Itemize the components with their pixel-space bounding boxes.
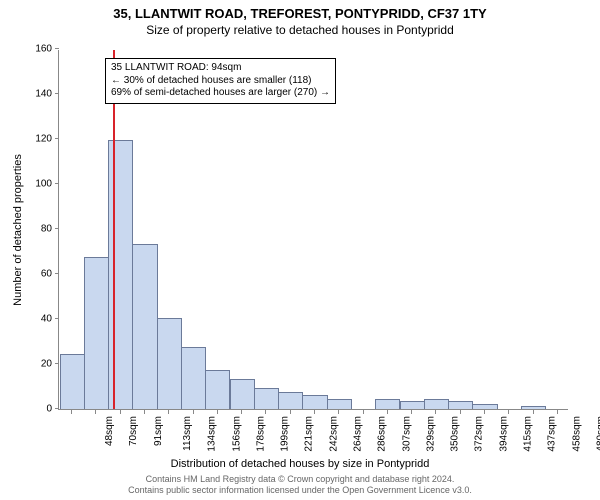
x-tick-label: 156sqm — [231, 416, 242, 452]
y-tick-mark — [55, 48, 59, 49]
reference-line — [113, 50, 115, 409]
x-tick-label: 480sqm — [595, 416, 600, 452]
x-tick-mark — [435, 410, 436, 414]
x-tick-label: 48sqm — [104, 416, 115, 446]
x-tick-mark — [484, 410, 485, 414]
x-tick-label: 178sqm — [255, 416, 266, 452]
x-tick-label: 264sqm — [353, 416, 364, 452]
x-tick-label: 458sqm — [571, 416, 582, 452]
x-tick-mark — [338, 410, 339, 414]
x-tick-label: 372sqm — [474, 416, 485, 452]
x-tick-mark — [71, 410, 72, 414]
histogram-bar — [472, 404, 497, 410]
x-tick-label: 415sqm — [523, 416, 534, 452]
x-tick-label: 329sqm — [425, 416, 436, 452]
x-tick-label: 134sqm — [207, 416, 218, 452]
y-tick-label: 40 — [41, 314, 52, 325]
chart-title-line1: 35, LLANTWIT ROAD, TREFOREST, PONTYPRIDD… — [0, 6, 600, 21]
x-tick-mark — [290, 410, 291, 414]
histogram-bar — [132, 244, 157, 409]
y-tick-label: 100 — [35, 179, 52, 190]
annotation-line: 69% of semi-detached houses are larger (… — [111, 87, 330, 100]
histogram-bar — [424, 399, 449, 409]
footer-line1: Contains HM Land Registry data © Crown c… — [0, 474, 600, 485]
x-tick-mark — [95, 410, 96, 414]
histogram-bar — [157, 318, 182, 409]
y-tick-label: 20 — [41, 359, 52, 370]
x-tick-mark — [508, 410, 509, 414]
histogram-bar — [108, 140, 133, 409]
y-tick-mark — [55, 408, 59, 409]
histogram-bar — [521, 406, 546, 409]
chart-title-line2: Size of property relative to detached ho… — [0, 23, 600, 37]
y-axis-title: Number of detached properties — [12, 154, 24, 306]
y-tick-label: 120 — [35, 134, 52, 145]
x-tick-mark — [460, 410, 461, 414]
x-tick-mark — [168, 410, 169, 414]
chart-title-block: 35, LLANTWIT ROAD, TREFOREST, PONTYPRIDD… — [0, 0, 600, 37]
y-tick-label: 140 — [35, 89, 52, 100]
x-tick-mark — [193, 410, 194, 414]
x-tick-label: 199sqm — [280, 416, 291, 452]
x-tick-mark — [411, 410, 412, 414]
x-tick-label: 286sqm — [377, 416, 388, 452]
x-tick-mark — [217, 410, 218, 414]
x-tick-mark — [144, 410, 145, 414]
histogram-bar — [278, 392, 303, 409]
annotation-line: ← 30% of detached houses are smaller (11… — [111, 75, 330, 88]
y-tick-label: 60 — [41, 269, 52, 280]
histogram-bar — [84, 257, 109, 409]
y-tick-mark — [55, 228, 59, 229]
x-axis-title: Distribution of detached houses by size … — [0, 458, 600, 470]
plot-region: 02040608010012014016048sqm70sqm91sqm113s… — [58, 50, 568, 410]
x-tick-label: 91sqm — [153, 416, 164, 446]
histogram-bar — [254, 388, 279, 409]
x-tick-mark — [241, 410, 242, 414]
x-tick-label: 113sqm — [182, 416, 193, 451]
histogram-bar — [205, 370, 230, 409]
histogram-bar — [400, 401, 425, 409]
y-tick-label: 0 — [46, 404, 52, 415]
x-tick-label: 242sqm — [328, 416, 339, 452]
x-tick-mark — [314, 410, 315, 414]
x-tick-mark — [533, 410, 534, 414]
histogram-bar — [448, 401, 473, 409]
annotation-box: 35 LLANTWIT ROAD: 94sqm← 30% of detached… — [105, 58, 336, 104]
y-tick-mark — [55, 138, 59, 139]
x-tick-label: 350sqm — [450, 416, 461, 452]
histogram-bar — [327, 399, 352, 409]
x-tick-mark — [363, 410, 364, 414]
x-tick-label: 437sqm — [547, 416, 558, 452]
histogram-bar — [230, 379, 255, 409]
x-tick-mark — [387, 410, 388, 414]
x-tick-label: 394sqm — [498, 416, 509, 452]
x-tick-label: 307sqm — [401, 416, 412, 452]
y-tick-label: 80 — [41, 224, 52, 235]
x-tick-mark — [265, 410, 266, 414]
footer-line2: Contains public sector information licen… — [0, 485, 600, 496]
x-tick-mark — [120, 410, 121, 414]
chart-plot-area: 02040608010012014016048sqm70sqm91sqm113s… — [58, 50, 568, 410]
y-tick-mark — [55, 273, 59, 274]
annotation-line: 35 LLANTWIT ROAD: 94sqm — [111, 62, 330, 75]
histogram-bar — [181, 347, 206, 409]
x-tick-label: 70sqm — [128, 416, 139, 446]
y-tick-label: 160 — [35, 44, 52, 55]
histogram-bar — [375, 399, 400, 409]
y-tick-mark — [55, 183, 59, 184]
histogram-bar — [60, 354, 85, 409]
y-tick-mark — [55, 363, 59, 364]
footer-attribution: Contains HM Land Registry data © Crown c… — [0, 474, 600, 496]
y-tick-mark — [55, 93, 59, 94]
x-tick-label: 221sqm — [304, 416, 315, 452]
y-tick-mark — [55, 318, 59, 319]
histogram-bar — [302, 395, 327, 410]
x-tick-mark — [557, 410, 558, 414]
